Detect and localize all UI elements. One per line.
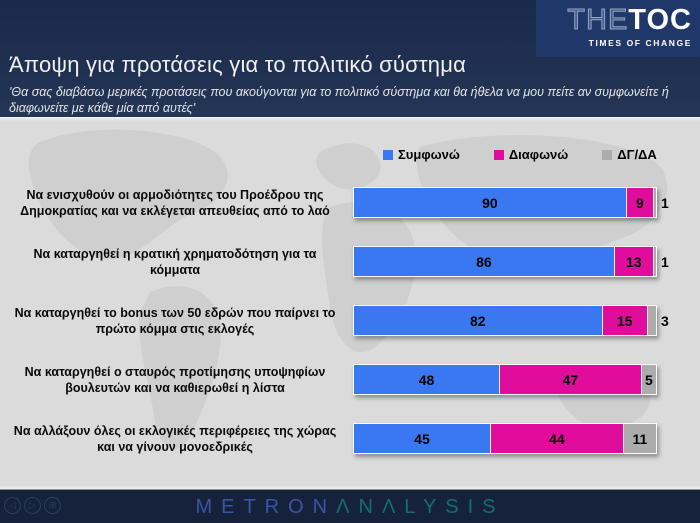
page-subtitle: 'Θα σας διαβάσω μερικές προτάσεις που ακ…: [9, 85, 669, 116]
logo-tagline: TIMES OF CHANGE: [588, 38, 692, 48]
legend-swatch: [602, 149, 613, 160]
next-slide-icon[interactable]: ▷: [24, 497, 41, 514]
metron-analysis-logo: METRONΛNΛLYSIS: [0, 496, 700, 519]
brand-metron: METRON: [195, 496, 337, 518]
category-label: Να καταργηθεί ο σταυρός προτίμησης υποψη…: [24, 364, 326, 395]
footer: ◁ ▷ ⊞ METRONΛNΛLYSIS: [0, 490, 700, 523]
chart-area: Συμφωνώ Διαφωνώ ΔΓ/ΔΑ Να ενισχυθούν οι αρμ…: [0, 117, 700, 490]
bottom-bevel: [0, 484, 700, 490]
chart-legend: Συμφωνώ Διαφωνώ ΔΓ/ΔΑ: [383, 147, 657, 162]
bar-track: 48 47 5: [353, 364, 657, 395]
bar-segment: 90: [354, 188, 626, 217]
bar-segment: 15: [601, 306, 647, 335]
thetoc-logo-text: THETOC: [536, 4, 692, 36]
chart-row: Να καταργηθεί ο σταυρός προτίμησης υποψη…: [0, 350, 700, 409]
brand-analysis: ΛNΛLYSIS: [336, 496, 505, 518]
bar-segment: 9: [625, 188, 653, 217]
bar-segment: 5: [640, 365, 656, 394]
stacked-bar: 82 15: [353, 305, 657, 336]
category-label: Να καταργηθεί το bonus των 50 εδρών που …: [14, 305, 336, 336]
logo-toc: TOC: [628, 4, 692, 36]
bar-segment: 44: [489, 424, 623, 453]
chart-row: Να αλλάξουν όλες οι εκλογικές περιφέρειε…: [0, 409, 700, 468]
legend-swatch: [383, 149, 393, 160]
bar-segment: 48: [354, 365, 499, 394]
bar-segment: [652, 247, 656, 276]
legend-label: Διαφωνώ: [508, 147, 569, 162]
legend-item: Διαφωνώ: [493, 147, 569, 162]
legend-label: Συμφωνώ: [398, 147, 460, 162]
outside-value-label: 1: [661, 194, 669, 211]
legend-item: Συμφωνώ: [383, 147, 460, 162]
stacked-bar: 86 13: [353, 246, 657, 277]
legend-item: ΔΓ/ΔΑ: [602, 147, 657, 162]
category-label: Να ενισχυθούν οι αρμοδιότητες του Προέδρ…: [20, 187, 330, 218]
category-label: Να αλλάξουν όλες οι εκλογικές περιφέρειε…: [13, 423, 337, 454]
stacked-bar: 48 47 5: [353, 364, 657, 395]
page-title: Άποψη για προτάσεις για το πολιτικό σύστ…: [9, 52, 467, 77]
chart-row: Να καταργηθεί το bonus των 50 εδρών που …: [0, 291, 700, 350]
chart-row: Να ενισχυθούν οι αρμοδιότητες του Προέδρ…: [0, 173, 700, 232]
outside-value-label: 1: [661, 253, 669, 270]
bar-track: 1 86 13: [353, 246, 669, 277]
bar-segment: 47: [498, 365, 641, 394]
chart-rows: Να ενισχυθούν οι αρμοδιότητες του Προέδρ…: [0, 173, 700, 468]
stacked-bar: 90 9: [353, 187, 657, 218]
slide-nav: ◁ ▷ ⊞: [4, 497, 61, 514]
bar-segment: 13: [613, 247, 653, 276]
logo-the: THE: [567, 4, 629, 36]
bar-segment: 11: [622, 424, 656, 453]
bar-segment: 86: [354, 247, 614, 276]
bar-track: 3 82 15: [353, 305, 669, 336]
thetoc-logo: THETOC TIMES OF CHANGE: [536, 0, 700, 57]
bar-segment: [646, 306, 656, 335]
bar-track: 45 44 11: [353, 423, 657, 454]
prev-slide-icon[interactable]: ◁: [4, 497, 21, 514]
chart-row: Να καταργηθεί η κρατική χρηματοδότηση γι…: [0, 232, 700, 291]
bar-segment: 45: [354, 424, 490, 453]
header: THETOC TIMES OF CHANGE Άποψη για προτάσε…: [0, 0, 700, 117]
category-label: Να καταργηθεί η κρατική χρηματοδότηση γι…: [33, 246, 317, 277]
bar-segment: 82: [354, 306, 602, 335]
legend-swatch: [493, 149, 504, 160]
bar-track: 1 90 9: [353, 187, 669, 218]
top-bevel: [0, 117, 700, 121]
stacked-bar: 45 44 11: [353, 423, 657, 454]
outside-value-label: 3: [661, 312, 669, 329]
overview-icon[interactable]: ⊞: [44, 497, 61, 514]
bar-segment: [652, 188, 656, 217]
legend-label: ΔΓ/ΔΑ: [617, 147, 657, 162]
